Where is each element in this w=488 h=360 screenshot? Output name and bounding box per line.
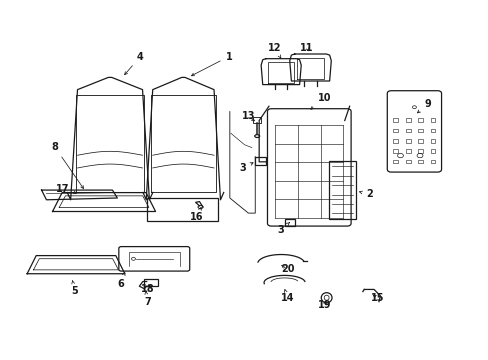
Text: 12: 12 bbox=[267, 42, 281, 58]
Bar bbox=[429, 160, 434, 163]
Text: 15: 15 bbox=[370, 293, 384, 303]
Bar bbox=[405, 139, 410, 143]
Bar bbox=[429, 118, 434, 122]
Bar bbox=[392, 160, 397, 163]
Text: 18: 18 bbox=[141, 284, 155, 294]
Text: 11: 11 bbox=[300, 42, 313, 53]
Bar bbox=[405, 160, 410, 163]
Bar bbox=[429, 129, 434, 132]
Bar bbox=[417, 129, 422, 132]
Text: 14: 14 bbox=[280, 289, 294, 303]
Bar bbox=[429, 149, 434, 153]
Text: 19: 19 bbox=[317, 300, 330, 310]
Bar bbox=[417, 149, 422, 153]
Text: 8: 8 bbox=[51, 142, 83, 189]
Text: 17: 17 bbox=[56, 184, 76, 194]
Bar bbox=[405, 129, 410, 132]
Text: 2: 2 bbox=[359, 189, 372, 199]
Text: 20: 20 bbox=[280, 264, 294, 274]
Text: 1: 1 bbox=[191, 51, 232, 76]
Bar bbox=[417, 118, 422, 122]
Bar bbox=[417, 139, 422, 143]
Text: 13: 13 bbox=[241, 111, 255, 121]
Bar bbox=[392, 129, 397, 132]
Bar bbox=[417, 160, 422, 163]
Text: 5: 5 bbox=[71, 280, 78, 296]
Bar bbox=[392, 149, 397, 153]
Text: 9: 9 bbox=[417, 99, 430, 113]
Text: 3: 3 bbox=[239, 163, 252, 173]
Text: 7: 7 bbox=[144, 291, 151, 307]
Text: 10: 10 bbox=[310, 93, 330, 109]
Text: 16: 16 bbox=[190, 207, 203, 222]
Bar bbox=[392, 118, 397, 122]
Bar bbox=[405, 149, 410, 153]
Bar bbox=[392, 139, 397, 143]
Bar bbox=[405, 118, 410, 122]
Text: 3: 3 bbox=[277, 222, 289, 235]
Text: 6: 6 bbox=[117, 273, 125, 289]
Bar bbox=[429, 139, 434, 143]
Text: 4: 4 bbox=[124, 51, 143, 75]
